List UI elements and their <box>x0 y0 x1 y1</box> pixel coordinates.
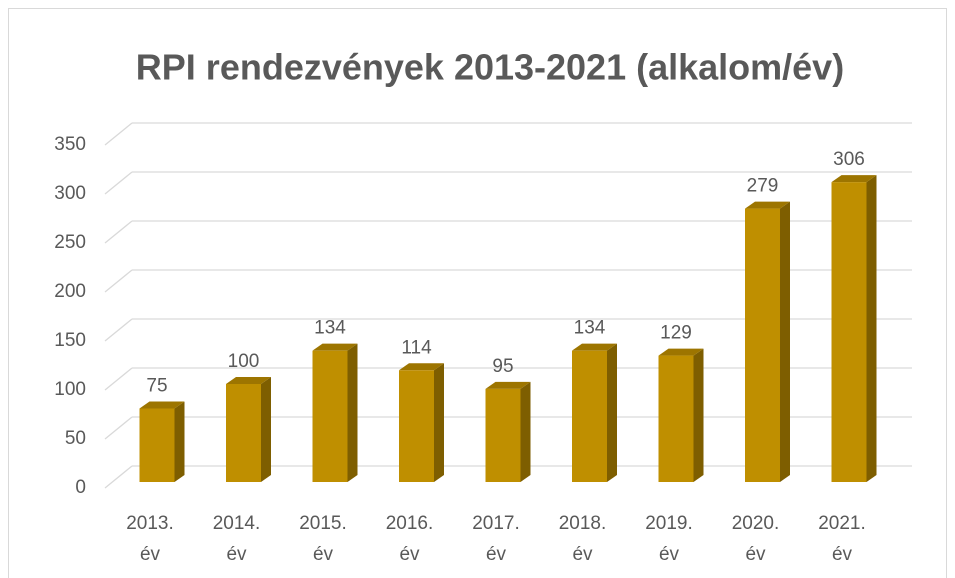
x-tick-label: 2020. év <box>731 513 780 565</box>
bar-side <box>693 348 704 482</box>
bar-side <box>520 381 531 482</box>
x-tick-label: 2017. év <box>472 513 520 565</box>
bar <box>572 350 607 482</box>
bar <box>399 370 434 482</box>
y-tick-label: 0 <box>75 477 86 498</box>
bar-side <box>866 175 877 482</box>
bar-top <box>312 343 358 351</box>
grid-line <box>104 122 133 146</box>
bar-side <box>261 377 271 482</box>
x-tick-label: 2013. év <box>126 513 174 565</box>
bar-side <box>434 363 444 482</box>
data-label: 129 <box>660 323 692 344</box>
data-label: 114 <box>401 337 432 358</box>
bar-top <box>572 343 617 351</box>
bar-side <box>780 201 790 482</box>
data-label: 134 <box>574 318 606 339</box>
bar <box>312 350 348 482</box>
data-label: 279 <box>747 176 779 197</box>
x-tick-label: 2021. év <box>818 513 866 565</box>
grid-line <box>104 318 133 342</box>
bar <box>658 355 694 482</box>
bar <box>139 408 175 482</box>
grid-line <box>104 465 133 489</box>
bar <box>485 388 521 482</box>
x-tick-label: 2018. év <box>558 513 607 565</box>
bar-top <box>658 348 704 356</box>
bar <box>226 384 261 482</box>
data-label: 134 <box>314 318 346 339</box>
y-tick-label: 250 <box>54 232 86 253</box>
y-tick-label: 100 <box>54 379 86 400</box>
x-tick-label: 2016. év <box>385 513 434 565</box>
bar-top <box>485 381 531 389</box>
data-label: 306 <box>833 149 865 170</box>
chart-border <box>8 8 947 578</box>
data-label: 100 <box>228 351 260 372</box>
bar <box>745 208 780 482</box>
y-tick-label: 200 <box>54 281 86 302</box>
bar-top <box>139 401 185 409</box>
x-tick-label: 2014. év <box>212 513 261 565</box>
x-tick-label: 2019. év <box>645 513 693 565</box>
bar-side <box>174 401 185 482</box>
bar-side <box>347 343 358 482</box>
grid-line <box>104 269 133 293</box>
grid-line <box>104 416 133 440</box>
grid-line <box>104 367 133 391</box>
bar-side <box>607 343 617 482</box>
data-label: 95 <box>492 356 513 377</box>
chart-title: RPI rendezvények 2013-2021 (alkalom/év) <box>136 47 844 88</box>
bar-top <box>399 363 444 371</box>
data-label: 75 <box>146 376 167 397</box>
bar <box>831 182 867 482</box>
grid-line <box>104 171 133 195</box>
bar-top <box>831 175 877 183</box>
y-tick-label: 350 <box>54 134 86 155</box>
grid-line <box>104 220 133 244</box>
y-tick-label: 150 <box>54 330 86 351</box>
y-tick-label: 50 <box>65 428 86 449</box>
y-tick-label: 300 <box>54 183 86 204</box>
x-tick-label: 2015. év <box>299 513 347 565</box>
bar-top <box>745 201 790 209</box>
bar-top <box>226 377 271 384</box>
